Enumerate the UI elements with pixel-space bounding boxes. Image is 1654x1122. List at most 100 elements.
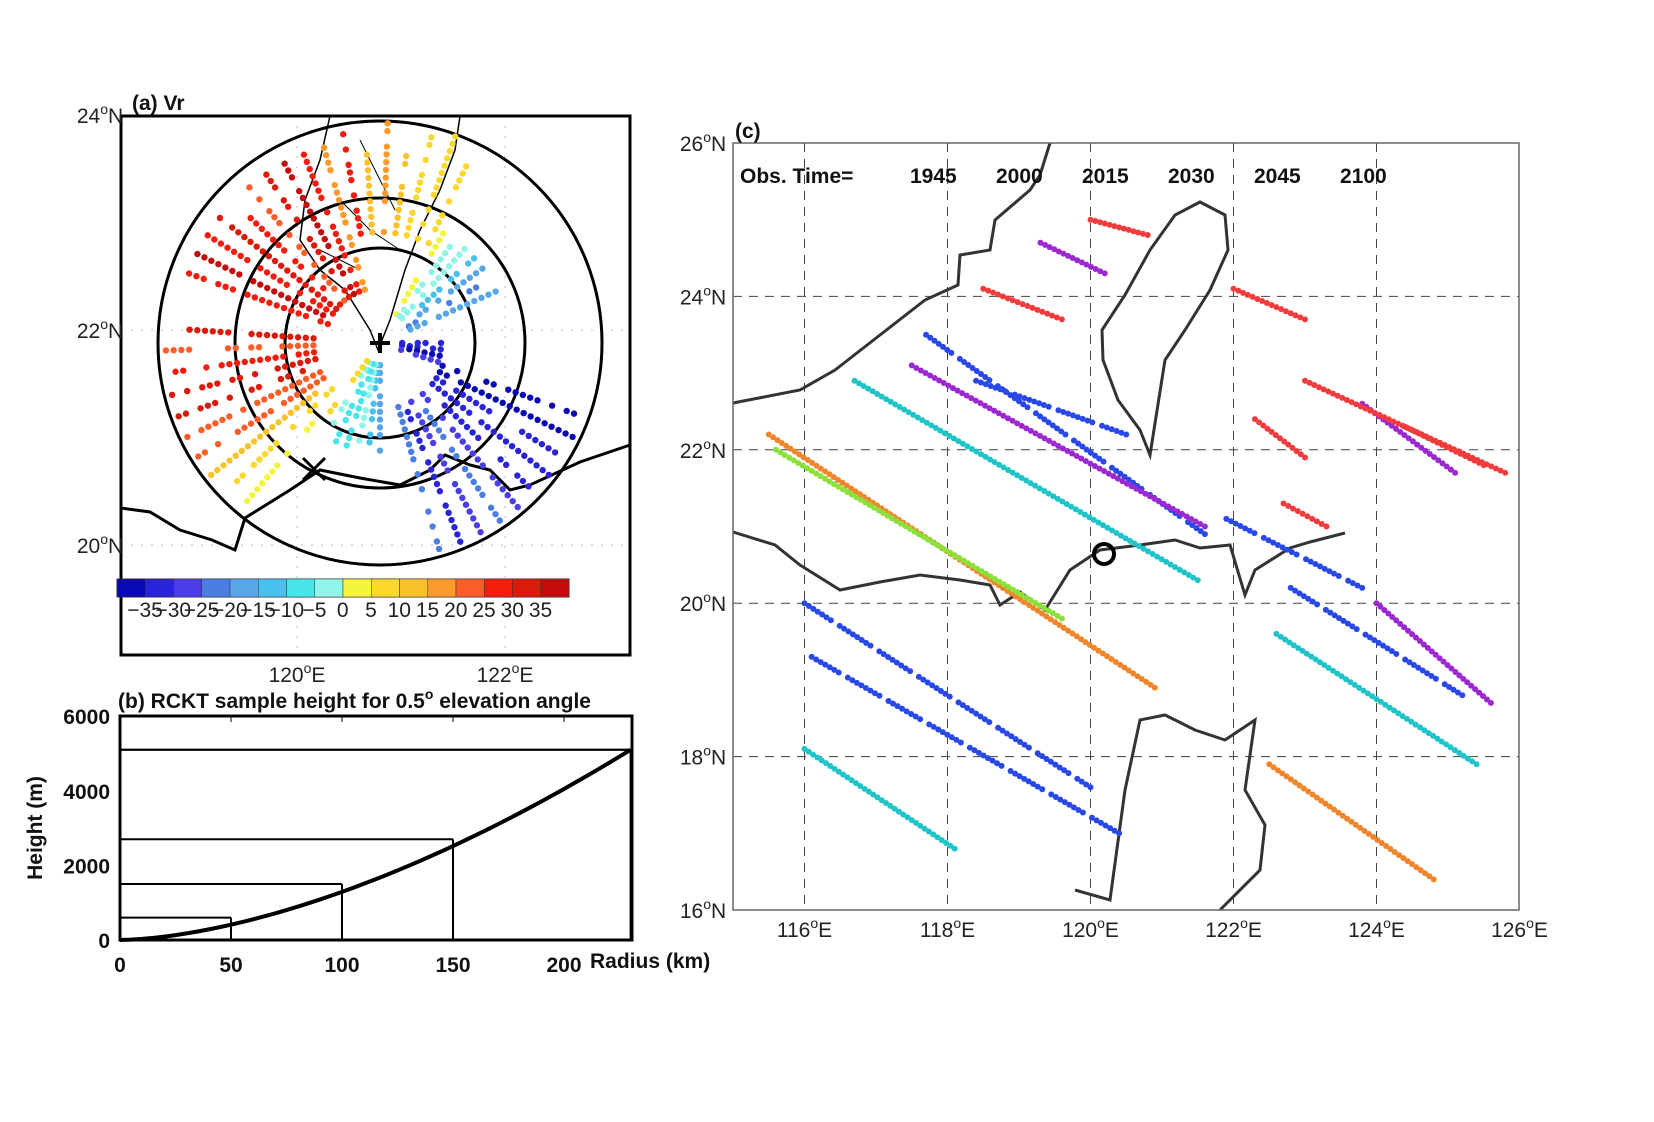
obs-track-dot xyxy=(1281,438,1288,445)
obs-track-dot xyxy=(915,531,922,538)
obs-track-dot xyxy=(1426,873,1433,880)
y-tick-label: 0 xyxy=(98,930,110,953)
obs-track-dot xyxy=(1273,304,1280,311)
velocity-dot xyxy=(449,307,457,314)
velocity-dot xyxy=(435,545,443,553)
obs-track-dot xyxy=(831,765,838,772)
obs-track-dot xyxy=(835,768,842,775)
velocity-dot xyxy=(489,474,496,481)
velocity-dot xyxy=(435,297,442,304)
obs-track-dot xyxy=(781,452,788,459)
velocity-dot xyxy=(431,420,438,428)
obs-track-dot xyxy=(1402,656,1409,663)
obs-track-dot xyxy=(1302,454,1308,461)
velocity-dot xyxy=(289,361,296,368)
obs-track-dot xyxy=(1160,500,1167,507)
obs-track-dot xyxy=(1167,561,1174,568)
obs-track-dot xyxy=(1401,432,1408,439)
velocity-dot xyxy=(248,330,255,338)
obs-track-dot xyxy=(1228,518,1235,525)
obs-track-dot xyxy=(1443,463,1450,470)
obs-track-dot xyxy=(1270,764,1277,771)
obs-track-dot xyxy=(862,685,869,692)
velocity-dot xyxy=(308,274,316,281)
obs-track-dot xyxy=(1290,642,1297,649)
obs-track-dot xyxy=(1025,778,1032,785)
obs-track-dot xyxy=(1487,699,1494,706)
obs-track-dot xyxy=(1315,384,1322,391)
obs-track-dot xyxy=(1430,732,1437,739)
obs-track-dot xyxy=(1009,297,1016,304)
obs-track-dot xyxy=(1193,525,1200,532)
velocity-dot xyxy=(453,399,461,407)
velocity-dot xyxy=(218,362,225,369)
obs-track-dot xyxy=(1073,633,1080,640)
obs-track-dot xyxy=(810,751,817,758)
obs-track-dot xyxy=(1012,736,1019,743)
obs-track-dot xyxy=(1074,414,1081,421)
obs-track-dot xyxy=(1020,401,1027,408)
velocity-dot xyxy=(439,379,447,386)
velocity-dot xyxy=(490,428,497,436)
velocity-dot xyxy=(382,182,389,189)
obs-track-dot xyxy=(1045,403,1052,410)
obs-track-dot xyxy=(1055,442,1062,449)
obs-track-dot xyxy=(827,763,834,770)
velocity-dot xyxy=(299,399,307,407)
obs-track-dot xyxy=(969,562,976,569)
obs-track-dot xyxy=(1063,501,1070,508)
obs-track-dot xyxy=(924,679,931,686)
obs-track-dot xyxy=(1075,440,1082,447)
obs-track-dot xyxy=(1466,455,1473,462)
velocity-dot xyxy=(317,318,324,325)
obs-track-dot xyxy=(770,434,777,441)
obs-track-dot xyxy=(1042,241,1049,248)
obs-track-dot xyxy=(908,817,915,824)
legend-time-2015: 2015 xyxy=(1082,165,1129,188)
obs-track-dot xyxy=(1393,617,1400,624)
velocity-dot xyxy=(496,433,504,440)
velocity-dot xyxy=(471,386,478,393)
obs-track-dot xyxy=(991,575,998,582)
velocity-dot xyxy=(199,384,206,391)
velocity-dot xyxy=(326,300,334,308)
velocity-dot xyxy=(263,428,270,436)
obs-track-dot xyxy=(1276,435,1283,442)
velocity-dot xyxy=(327,408,334,415)
velocity-dot xyxy=(342,399,349,406)
velocity-dot xyxy=(416,437,423,444)
obs-track-dot xyxy=(980,752,987,759)
velocity-dot xyxy=(499,486,506,493)
obs-track-dot xyxy=(984,755,991,762)
obs-track-dot xyxy=(1034,750,1041,757)
velocity-dot xyxy=(251,294,259,301)
colorbar-label: −20 xyxy=(212,599,248,622)
velocity-dot xyxy=(361,286,368,293)
obs-track-dot xyxy=(1331,570,1338,577)
lon-tick-label: 122oE xyxy=(477,660,534,687)
obs-track-dot xyxy=(1362,631,1369,638)
obs-track-dot xyxy=(1116,224,1123,231)
obs-track-dot xyxy=(1112,658,1119,665)
velocity-dot xyxy=(233,477,241,485)
luzon-coastline xyxy=(1074,713,1267,912)
obs-track-dot xyxy=(1377,698,1384,705)
obs-track-dot xyxy=(1327,609,1334,616)
obs-track-dot xyxy=(836,622,843,629)
velocity-dot xyxy=(551,449,559,456)
velocity-dot xyxy=(269,423,276,431)
obs-track-dot xyxy=(790,457,797,464)
obs-track-dot xyxy=(917,716,924,723)
velocity-dot xyxy=(541,420,548,427)
velocity-dot xyxy=(403,433,411,441)
obs-track-dot xyxy=(990,289,997,296)
obs-track-dot xyxy=(1086,514,1093,521)
obs-track-dot xyxy=(1340,617,1347,624)
obs-track-dot xyxy=(937,427,944,434)
obs-track-dot xyxy=(1348,818,1355,825)
obs-track-dot xyxy=(1400,855,1407,862)
obs-track-dot xyxy=(858,637,865,644)
obs-track-dot xyxy=(849,677,856,684)
velocity-dot xyxy=(237,252,244,260)
obs-track-dot xyxy=(1110,473,1117,480)
